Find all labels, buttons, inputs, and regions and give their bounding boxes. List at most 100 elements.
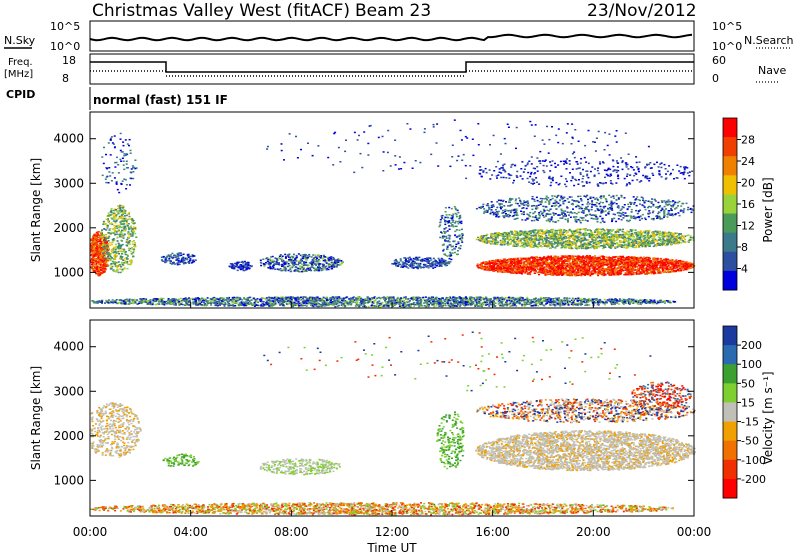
scatter-cell bbox=[111, 299, 114, 301]
scatter-cell bbox=[665, 300, 668, 302]
scatter-cell bbox=[320, 297, 323, 300]
scatter-cell bbox=[614, 298, 617, 300]
scatter-cell bbox=[188, 304, 191, 306]
scatter-cell bbox=[505, 305, 508, 307]
scatter-cell bbox=[431, 261, 434, 263]
scatter-cell bbox=[149, 302, 152, 305]
scatter-cell bbox=[241, 268, 244, 270]
scatter-cell bbox=[477, 305, 479, 307]
scatter-cell bbox=[323, 303, 326, 305]
scatter-cell bbox=[162, 297, 165, 300]
scatter-cell bbox=[331, 258, 334, 261]
scatter-cell bbox=[452, 296, 455, 298]
scatter-cell bbox=[465, 298, 468, 300]
scatter-cell bbox=[560, 270, 563, 272]
scatter-cell bbox=[459, 216, 462, 218]
scatter-cell bbox=[409, 265, 412, 267]
scatter-cell bbox=[484, 298, 487, 300]
scatter-cell bbox=[102, 251, 105, 254]
scatter-cell bbox=[393, 302, 396, 305]
scatter-cell bbox=[100, 241, 103, 243]
scatter-cell bbox=[351, 299, 354, 302]
scatter-cell bbox=[439, 301, 442, 303]
scatter-cell bbox=[392, 296, 395, 298]
scatter-cell bbox=[412, 260, 415, 262]
scatter-cell bbox=[559, 302, 562, 304]
scatter-cell bbox=[426, 302, 429, 305]
scatter-cell bbox=[114, 227, 116, 229]
scatter-cell bbox=[281, 300, 284, 302]
scatter-cell bbox=[116, 266, 119, 268]
scatter-cell bbox=[501, 305, 504, 307]
scatter-cell bbox=[260, 305, 263, 307]
scatter-cell bbox=[493, 301, 495, 303]
scatter-cell bbox=[307, 264, 310, 266]
scatter-cell bbox=[334, 305, 337, 308]
scatter-cell bbox=[213, 297, 216, 300]
scatter-cell bbox=[452, 305, 455, 308]
scatter-cell bbox=[122, 210, 125, 213]
scatter-cell bbox=[218, 302, 220, 304]
scatter-cell bbox=[541, 297, 544, 300]
scatter-cell bbox=[124, 303, 126, 305]
scatter-cell bbox=[469, 296, 472, 298]
scatter-cell bbox=[317, 254, 320, 256]
scatter-cell bbox=[441, 258, 444, 260]
scatter-cell bbox=[124, 210, 127, 212]
scatter-cell bbox=[587, 301, 590, 303]
scatter-cell bbox=[114, 257, 117, 259]
scatter-cell bbox=[449, 251, 452, 254]
scatter-cell bbox=[259, 259, 262, 261]
scatter-cell bbox=[386, 302, 389, 305]
scatter-cell bbox=[401, 261, 404, 263]
scatter-cell bbox=[95, 262, 98, 265]
scatter-cell bbox=[268, 304, 271, 306]
scatter-cell bbox=[443, 253, 446, 255]
scatter-cell bbox=[453, 240, 456, 242]
scatter-cell bbox=[118, 250, 121, 253]
scatter-cell bbox=[434, 261, 437, 263]
scatter-cell bbox=[523, 305, 526, 307]
scatter-cell bbox=[438, 305, 441, 307]
scatter-cell bbox=[405, 298, 408, 301]
scatter-cell bbox=[523, 269, 526, 271]
scatter-cell bbox=[122, 230, 125, 232]
scatter-cell bbox=[106, 260, 109, 263]
scatter-cell bbox=[658, 301, 661, 304]
scatter-cell bbox=[488, 298, 491, 300]
scatter-cell bbox=[337, 300, 340, 302]
scatter-cell bbox=[444, 221, 447, 223]
scatter-cell bbox=[645, 302, 648, 304]
scatter-cell bbox=[296, 269, 299, 272]
scatter-cell bbox=[187, 256, 190, 259]
scatter-cell bbox=[274, 268, 277, 270]
scatter-cell bbox=[609, 298, 612, 301]
scatter-cell bbox=[435, 303, 438, 305]
scatter-cell bbox=[203, 301, 205, 304]
scatter-cell bbox=[338, 300, 341, 302]
scatter-cell bbox=[424, 263, 427, 266]
scatter-cell bbox=[531, 301, 534, 303]
scatter-cell bbox=[109, 211, 112, 213]
scatter-cell bbox=[192, 255, 195, 257]
scatter-cell bbox=[159, 297, 162, 300]
scatter-cell bbox=[133, 222, 136, 225]
scatter-cell bbox=[133, 299, 136, 301]
scatter-cell bbox=[131, 233, 134, 236]
scatter-cell bbox=[110, 207, 113, 210]
scatter-cell bbox=[121, 250, 124, 252]
scatter-cell bbox=[517, 297, 520, 299]
scatter-cell bbox=[231, 297, 234, 300]
scatter-cell bbox=[456, 253, 458, 256]
scatter-cell bbox=[377, 296, 380, 299]
scatter-cell bbox=[105, 245, 108, 247]
scatter-cell bbox=[288, 296, 291, 299]
scatter-cell bbox=[485, 301, 488, 303]
scatter-cell bbox=[112, 248, 115, 250]
scatter-cell bbox=[522, 300, 525, 302]
scatter-cell bbox=[444, 259, 447, 262]
scatter-cell bbox=[126, 224, 129, 226]
scatter-cell bbox=[106, 225, 109, 227]
scatter-cell bbox=[451, 216, 454, 219]
scatter-cell bbox=[284, 300, 287, 303]
